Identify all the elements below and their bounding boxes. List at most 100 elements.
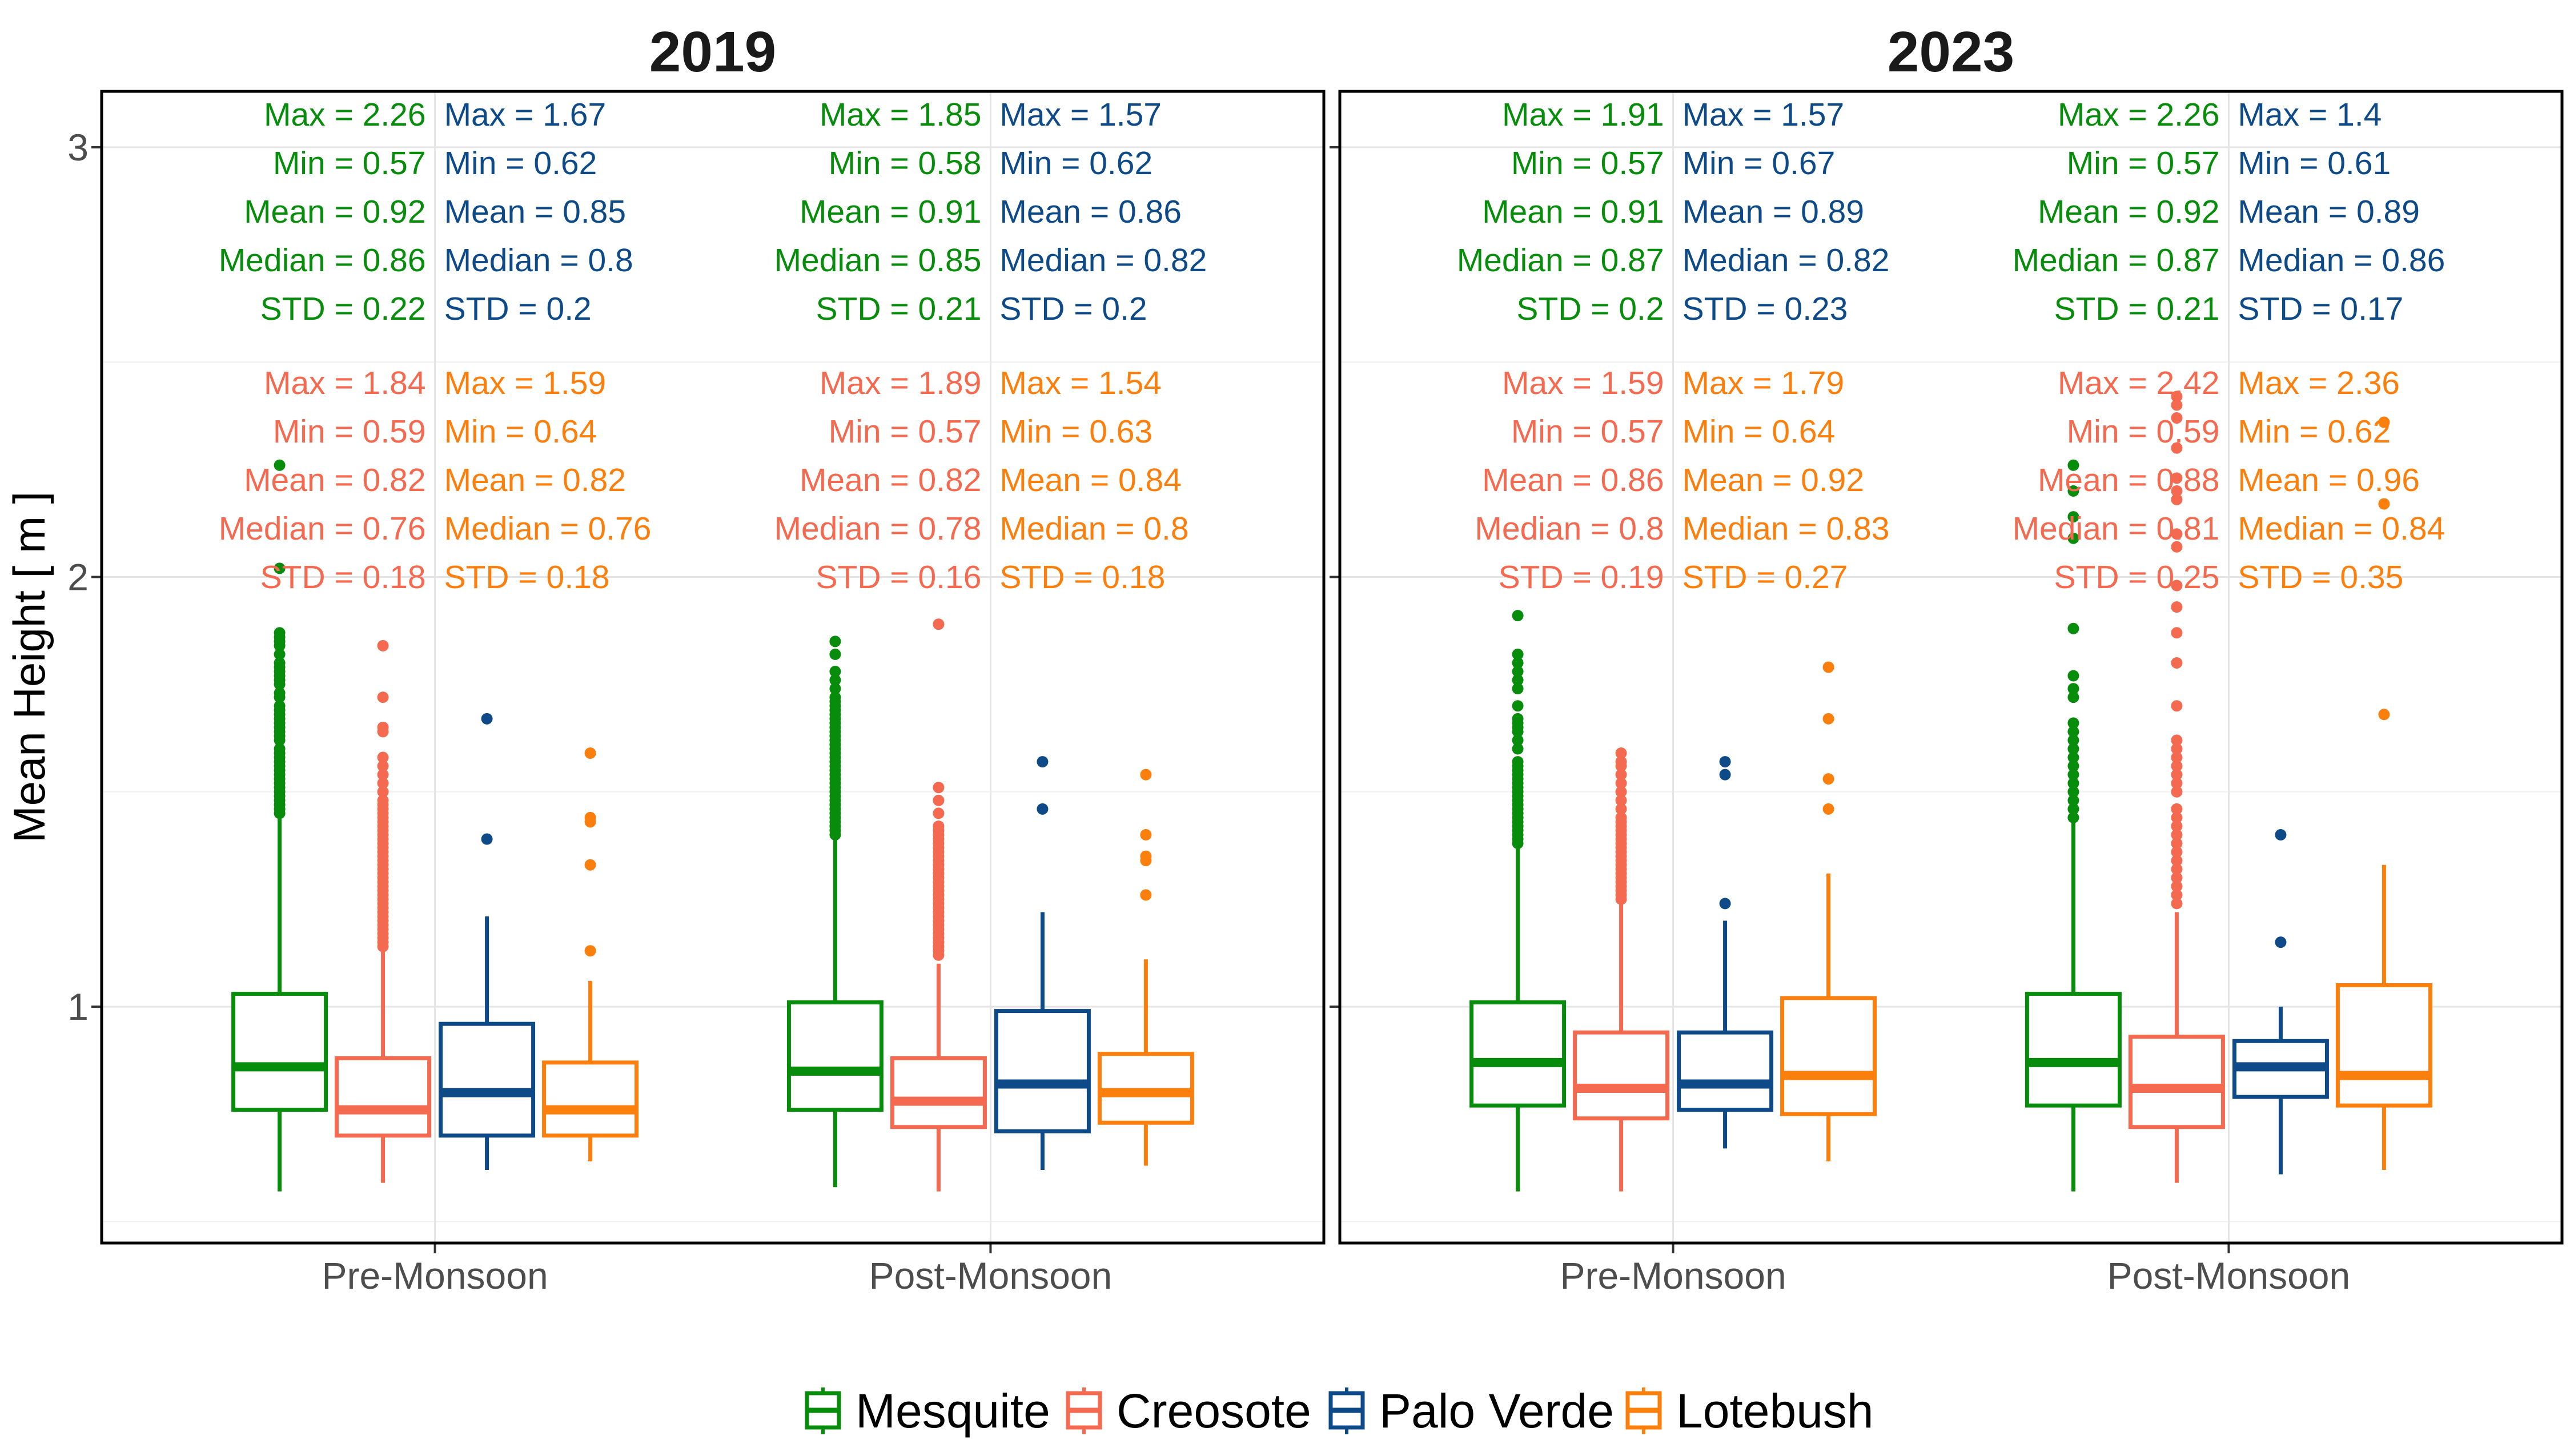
box-mesquite bbox=[786, 636, 884, 1188]
outlier-point bbox=[2067, 717, 2079, 729]
x-tick-label: Post-Monsoon bbox=[869, 1254, 1113, 1297]
outlier-point bbox=[1719, 769, 1731, 781]
stat-label: Min = 0.57 bbox=[273, 145, 426, 182]
outlier-point bbox=[1822, 803, 1834, 815]
outlier-point bbox=[2171, 412, 2183, 424]
y-axis-title: Mean Height [ m ] bbox=[4, 492, 54, 843]
panel-2019: 2019 Pre-Monsoon Max = 2.26 Min = 0.57 Mean … bbox=[100, 20, 1326, 1297]
legend-item-creosote: Creosote bbox=[1066, 1384, 1311, 1438]
box-lotebush bbox=[1097, 769, 1194, 1166]
outlier-point bbox=[2171, 855, 2183, 867]
outlier-point bbox=[274, 562, 286, 574]
box-iqr bbox=[439, 1021, 536, 1138]
stat-label: Min = 0.64 bbox=[1682, 413, 1836, 450]
stat-label: Max = 1.91 bbox=[1502, 96, 1664, 133]
outlier-point bbox=[2067, 743, 2079, 755]
stat-label: Min = 0.63 bbox=[999, 413, 1153, 450]
box-iqr bbox=[2128, 1035, 2225, 1129]
box-mesquite bbox=[1469, 610, 1567, 1192]
outlier-point bbox=[1140, 769, 1152, 781]
outlier-point bbox=[2067, 769, 2079, 781]
legend-item-mesquite: Mesquite bbox=[805, 1384, 1050, 1438]
outlier-point bbox=[1615, 747, 1627, 759]
outlier-point bbox=[2067, 683, 2079, 695]
box-iqr bbox=[1677, 1030, 1774, 1112]
stat-label: Min = 0.62 bbox=[2238, 413, 2391, 450]
stat-label: STD = 0.18 bbox=[444, 559, 610, 596]
legend-item-lotebush: Lotebush bbox=[1625, 1384, 1874, 1438]
stat-label: Min = 0.57 bbox=[1511, 145, 1664, 182]
x-tick-label: Pre-Monsoon bbox=[1560, 1254, 1786, 1297]
outlier-point bbox=[377, 777, 389, 789]
box-iqr bbox=[890, 1056, 987, 1129]
box-iqr bbox=[2025, 991, 2122, 1108]
stat-label: Mean = 0.92 bbox=[2038, 194, 2219, 230]
box-iqr bbox=[335, 1056, 432, 1138]
x-tick-label: Post-Monsoon bbox=[2107, 1254, 2351, 1297]
box-creosote bbox=[2128, 391, 2225, 1183]
outlier-point bbox=[2067, 622, 2079, 634]
outlier-point bbox=[2171, 898, 2183, 910]
box-iqr bbox=[1469, 1000, 1567, 1108]
stat-label: Median = 0.8 bbox=[1475, 510, 1664, 547]
outlier-point bbox=[2171, 846, 2183, 858]
outlier-point bbox=[1822, 713, 1834, 725]
outlier-point bbox=[1140, 829, 1152, 841]
outlier-point bbox=[2067, 760, 2079, 772]
x-tick-label: Pre-Monsoon bbox=[322, 1254, 548, 1297]
outlier-point bbox=[1512, 713, 1524, 725]
outlier-point bbox=[1615, 794, 1627, 806]
outlier-point bbox=[2171, 863, 2183, 875]
stat-label: Median = 0.87 bbox=[2013, 242, 2220, 279]
stat-label: STD = 0.18 bbox=[260, 559, 426, 596]
stat-label: Min = 0.62 bbox=[999, 145, 1153, 182]
outlier-point bbox=[1037, 756, 1049, 768]
stat-label: Max = 1.57 bbox=[1682, 96, 1845, 133]
outlier-point bbox=[933, 618, 945, 630]
outlier-point bbox=[2171, 811, 2183, 823]
outlier-point bbox=[2378, 498, 2390, 510]
y-tick-label: 1 bbox=[67, 986, 89, 1028]
outlier-point bbox=[1037, 803, 1049, 815]
stat-label: STD = 0.23 bbox=[1682, 291, 1848, 327]
outlier-point bbox=[2067, 726, 2079, 738]
outlier-point bbox=[933, 794, 945, 806]
outlier-point bbox=[2171, 493, 2183, 505]
outlier-point bbox=[2171, 743, 2183, 755]
box-creosote bbox=[1573, 747, 1670, 1192]
outlier-point bbox=[2171, 829, 2183, 841]
stat-label: Max = 2.42 bbox=[2058, 365, 2220, 401]
outlier-point bbox=[2171, 889, 2183, 901]
stat-label: Max = 1.67 bbox=[444, 96, 607, 133]
outlier-point bbox=[1140, 850, 1152, 862]
outlier-point bbox=[377, 721, 389, 733]
outlier-point bbox=[2171, 442, 2183, 454]
outlier-point bbox=[2275, 829, 2287, 841]
box-palo-verde bbox=[994, 756, 1091, 1171]
stat-label: Mean = 0.89 bbox=[2238, 194, 2419, 230]
stat-label: Max = 1.89 bbox=[820, 365, 982, 401]
outlier-point bbox=[1512, 666, 1524, 678]
outlier-point bbox=[377, 691, 389, 703]
box-palo-verde bbox=[439, 713, 536, 1171]
outlier-point bbox=[2067, 670, 2079, 682]
outlier-point bbox=[584, 747, 596, 759]
stat-label: Max = 1.84 bbox=[264, 365, 426, 401]
outlier-point bbox=[1615, 756, 1627, 768]
stat-label: Mean = 0.82 bbox=[800, 462, 981, 498]
outlier-point bbox=[2171, 803, 2183, 815]
outlier-point bbox=[2171, 769, 2183, 781]
outlier-point bbox=[829, 648, 841, 660]
outlier-point bbox=[2171, 472, 2183, 484]
outlier-point bbox=[933, 807, 945, 819]
y-tick-label: 2 bbox=[67, 556, 89, 598]
outlier-point bbox=[1719, 756, 1731, 768]
stat-label: Median = 0.76 bbox=[444, 510, 652, 547]
outlier-point bbox=[933, 820, 945, 832]
outlier-point bbox=[2171, 820, 2183, 832]
stat-label: Median = 0.82 bbox=[1682, 242, 1890, 279]
outlier-point bbox=[2067, 485, 2079, 497]
outlier-point bbox=[2171, 872, 2183, 884]
box-iqr bbox=[231, 991, 328, 1112]
legend-label: Mesquite bbox=[856, 1384, 1050, 1438]
